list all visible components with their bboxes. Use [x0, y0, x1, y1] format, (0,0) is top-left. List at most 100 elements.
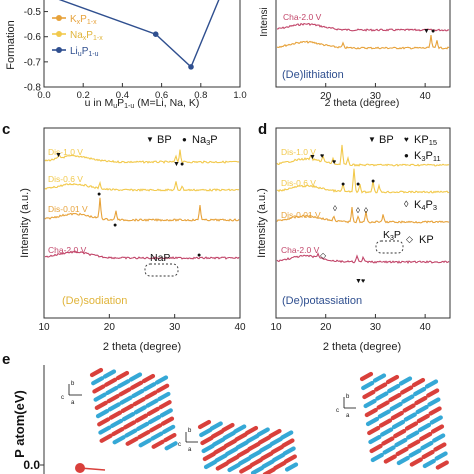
atom-bond [197, 419, 212, 430]
atom-bond [413, 386, 427, 397]
atom-bond [121, 412, 136, 422]
trace-label: Dis-0.01 V [281, 210, 321, 220]
panel-c-box [144, 263, 179, 277]
xrd-trace-c3 [44, 250, 240, 260]
atom-bond [403, 412, 417, 422]
axis-a-label: a [71, 400, 75, 406]
atom-bond [226, 454, 240, 465]
atom-bond [138, 438, 152, 448]
atom-bond [365, 416, 380, 427]
xtick-label: 40 [234, 322, 246, 333]
xrd-trace-c1 [44, 180, 240, 192]
axis-b-label: b [346, 394, 350, 400]
ytick-label: -0.6 [24, 32, 42, 43]
panel-e-letter: e [2, 351, 10, 368]
atom-bond [150, 431, 164, 441]
atom-bond [202, 451, 216, 462]
panel-c-na3p-marker: ● [180, 161, 184, 168]
panel-d-xtick-labels: 10 20 30 40 [270, 322, 431, 333]
atom-bond [280, 430, 294, 440]
atom-bond [227, 462, 241, 473]
atom-bond [415, 404, 429, 415]
panel-d-legend-bp-marker: ▼ [368, 135, 376, 144]
atom-bond [395, 446, 409, 457]
panel-d-letter: d [258, 121, 267, 138]
panel-c-letter: c [2, 121, 10, 138]
xtick-label: 1.0 [233, 90, 246, 101]
xtick-label: 0.8 [194, 90, 207, 101]
atom-bond [273, 460, 287, 471]
series-point-Li [152, 31, 159, 37]
atom-bond [123, 420, 137, 430]
atom-bond [250, 465, 265, 474]
panel-a-xticks: 0.0 0.2 0.4 0.6 0.8 1.0 [37, 83, 247, 101]
atom-bond [156, 383, 170, 393]
axis-a-label: a [188, 447, 192, 453]
atom-bond [89, 367, 104, 378]
panel-d-bp-marker: ▼ [355, 278, 362, 285]
ytick-label: -0.7 [24, 57, 42, 68]
atom-bond [247, 441, 261, 452]
atom-bond [387, 383, 401, 394]
panel-c-na3p-marker: ● [97, 191, 101, 198]
panel-b-xlabel: 2 theta (degree) [325, 97, 400, 109]
atom-bond [209, 421, 223, 431]
atom-bond [433, 442, 447, 452]
xtick-label: 0.0 [37, 90, 50, 101]
atom-bond [380, 427, 394, 437]
xtick-label: 40 [420, 322, 432, 333]
panel-d-k4p3-marker: ◊ [333, 204, 337, 213]
panel-b-ylabel: Intensi [259, 7, 270, 36]
panel-d-legend-k3p11-marker: ● [404, 151, 409, 160]
atom-bond [388, 392, 402, 403]
atom-bond [361, 380, 375, 391]
atom-bond [369, 443, 383, 454]
panel-d-legend-kp15-marker: ♥ [404, 135, 409, 144]
panel-a-ylabel: Formation [5, 20, 17, 70]
panel-d-k4p3-marker: ◊ [356, 206, 360, 215]
panel-b-traces [276, 22, 450, 50]
panel-d-k3p11-marker: ● [341, 181, 345, 188]
panel-d-k3p11-marker: ● [371, 178, 375, 185]
atom-bond [249, 457, 263, 468]
panel-a-series [58, 0, 220, 70]
axis-b-label: b [71, 381, 75, 387]
panel-c-ylabel: Intensity (a.u.) [19, 188, 31, 258]
panel-d-k3p11-marker: ● [356, 181, 360, 188]
atom-bond [143, 382, 157, 392]
atom-bond [368, 434, 382, 445]
atom-bond [159, 408, 173, 418]
atom-bond [396, 455, 410, 466]
panel-d-legend-k4p3-marker: ◊ [404, 199, 409, 209]
atom-bond [215, 461, 229, 471]
atom-bond [246, 433, 260, 444]
atom-bond [393, 428, 407, 439]
atom-bond [160, 416, 175, 426]
axis-c-label: c [178, 442, 181, 448]
atom-bond [157, 391, 171, 402]
legend-li-marker [56, 47, 62, 53]
xrd-trace-b2 [276, 35, 450, 50]
xtick-label: 30 [370, 91, 382, 102]
atom-bond [411, 377, 426, 388]
panel-c-xlabel: 2 theta (degree) [103, 341, 181, 353]
atom-bond [429, 415, 443, 425]
atom-bond [154, 375, 169, 385]
panel-b-xticks: 20 30 40 [320, 83, 431, 102]
atom-bond [435, 460, 449, 470]
xtick-label: 10 [38, 322, 50, 333]
xtick-label: 20 [104, 322, 116, 333]
panel-b-peak-mark-1: ▼ [423, 28, 430, 35]
atom-bond [270, 444, 284, 455]
axis-triad-1: c b a [61, 381, 82, 406]
atom-bond [210, 429, 225, 439]
atom-bond [120, 403, 134, 413]
panel-d-legend-bp: BP [379, 134, 394, 146]
atom-bond [200, 435, 214, 446]
ytick-label: -0.5 [24, 7, 42, 18]
panel-d-legend-k4p3: K4P3 [414, 199, 437, 212]
panel-b: Intensi 20 30 40 Cha-2.0 V (De)lithiation … [259, 0, 451, 109]
xtick-label: 30 [370, 322, 382, 333]
atom-bond [131, 388, 145, 399]
atom-bond [95, 409, 110, 419]
